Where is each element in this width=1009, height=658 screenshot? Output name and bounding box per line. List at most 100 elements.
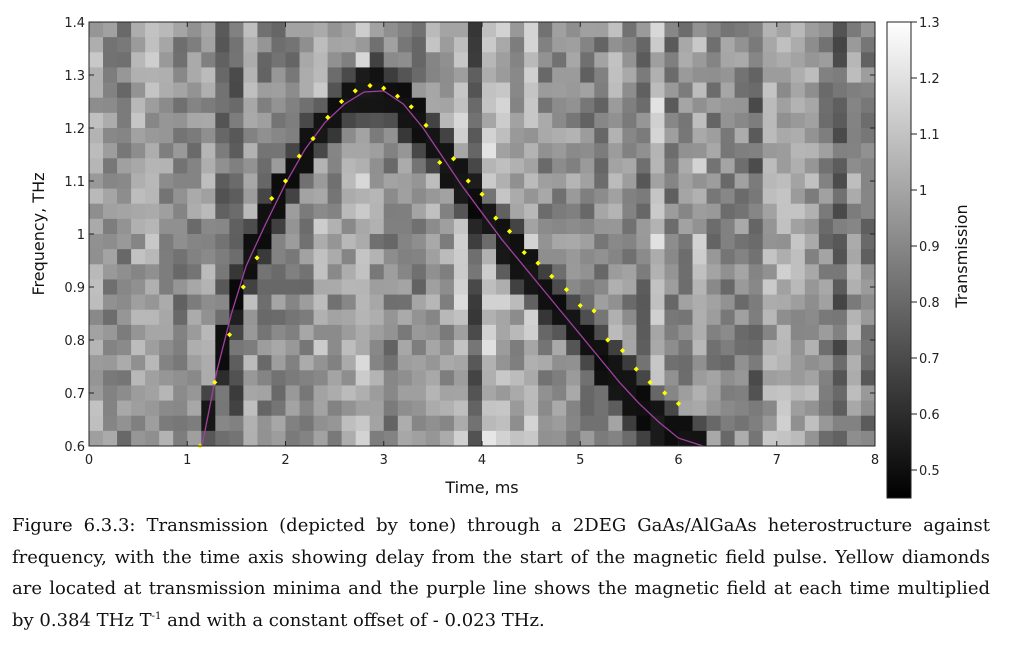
heatmap-cell (215, 294, 230, 311)
heatmap-cell (608, 430, 623, 446)
heatmap-cell (355, 294, 371, 311)
heatmap-cell (594, 203, 609, 220)
x-tick-label: 7 (773, 453, 781, 468)
heatmap-cell (145, 112, 160, 129)
heatmap-cell (369, 173, 385, 190)
heatmap-cell (439, 309, 455, 326)
heatmap-cell (411, 370, 427, 387)
heatmap-cell (860, 430, 875, 446)
heatmap-cell (453, 400, 469, 417)
heatmap-cell (538, 324, 553, 341)
heatmap-cell (425, 52, 441, 69)
heatmap-cell (383, 203, 399, 220)
heatmap-cell (832, 309, 848, 326)
heatmap-cell (608, 112, 623, 129)
heatmap-cell (271, 37, 287, 53)
heatmap-cell (369, 430, 385, 446)
heatmap-cell (664, 385, 680, 402)
heatmap-cell (734, 37, 750, 53)
heatmap-cell (482, 37, 497, 53)
heatmap-cell (636, 309, 652, 326)
heatmap-cell (790, 128, 806, 144)
heatmap-cell (173, 294, 188, 311)
heatmap-cell (566, 218, 581, 235)
heatmap-cell (439, 173, 455, 190)
heatmap-cell (860, 370, 875, 387)
heatmap-cell (341, 22, 357, 38)
heatmap-cell (131, 37, 146, 53)
heatmap-cell (762, 249, 778, 265)
heatmap-cell (804, 370, 820, 387)
heatmap-cell (846, 415, 862, 432)
heatmap-cell (89, 158, 104, 175)
heatmap-cell (285, 82, 301, 99)
heatmap-cell (243, 37, 259, 53)
heatmap-cell (257, 415, 273, 432)
heatmap-cell (692, 355, 708, 371)
heatmap-cell (482, 67, 497, 84)
colorbar-tick-label: 0.7 (919, 352, 940, 367)
minima-marker (662, 390, 668, 396)
heatmap-cell (818, 97, 834, 114)
heatmap-cell (538, 340, 553, 356)
heatmap-cell (103, 234, 118, 250)
heatmap-cell (510, 279, 525, 296)
heatmap-cell (594, 128, 609, 144)
heatmap-cell (229, 400, 244, 417)
heatmap-cell (383, 415, 399, 432)
heatmap-cell (678, 158, 694, 175)
heatmap-cell (299, 218, 315, 235)
heatmap-cell (355, 264, 371, 281)
heatmap-cell (355, 324, 371, 341)
heatmap-cell (566, 400, 581, 417)
heatmap-cell (201, 370, 216, 387)
heatmap-cell (720, 82, 736, 99)
heatmap-cell (341, 173, 357, 190)
minima-marker (269, 195, 275, 202)
heatmap-cell (117, 340, 132, 356)
heatmap-cell (131, 112, 146, 129)
heatmap-cell (552, 309, 567, 326)
heatmap-cell (229, 218, 244, 235)
heatmap-cell (552, 188, 567, 205)
heatmap-cell (706, 67, 722, 84)
heatmap-cell (510, 415, 525, 432)
heatmap-cell (524, 158, 539, 175)
heatmap-cell (832, 340, 848, 356)
heatmap-cell (524, 112, 539, 129)
heatmap-cell (720, 249, 736, 265)
heatmap-cell (566, 112, 581, 129)
heatmap-cell (692, 112, 708, 129)
heatmap-cell (720, 173, 736, 190)
heatmap-cell (327, 264, 343, 281)
heatmap-cell (467, 67, 483, 84)
heatmap-cell (594, 188, 609, 205)
heatmap-cell (383, 97, 399, 114)
heatmap-cell (201, 218, 216, 235)
heatmap-cell (762, 294, 778, 311)
heatmap-cell (594, 158, 609, 175)
heatmap-cell (467, 173, 483, 190)
heatmap-cell (860, 97, 875, 114)
heatmap-cell (327, 203, 343, 220)
heatmap-cell (103, 173, 118, 190)
heatmap-cell (229, 37, 244, 53)
heatmap-cell (89, 415, 104, 432)
heatmap-cell (552, 370, 567, 387)
heatmap-cell (285, 112, 301, 129)
heatmap-cell (369, 188, 385, 205)
heatmap-cell (776, 128, 792, 144)
heatmap-cell (229, 112, 244, 129)
heatmap-cell (510, 112, 525, 129)
heatmap-cell (762, 82, 778, 99)
minima-marker (549, 273, 555, 279)
heatmap-cell (636, 415, 652, 432)
heatmap-cell (818, 37, 834, 53)
heatmap-cell (229, 203, 244, 220)
heatmap-cell (411, 158, 427, 175)
heatmap-cell (145, 143, 160, 159)
heatmap-cell (650, 158, 666, 175)
heatmap-cell (846, 279, 862, 296)
heatmap-cell (159, 82, 174, 99)
heatmap-cell (383, 264, 399, 281)
